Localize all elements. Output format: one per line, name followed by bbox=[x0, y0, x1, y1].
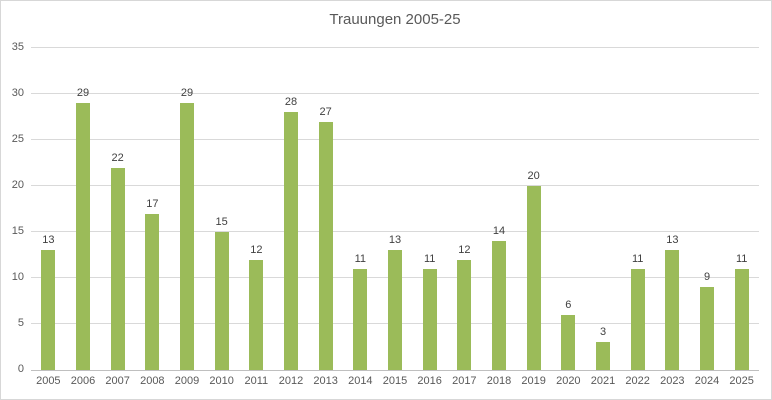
x-tick-label-2012: 2012 bbox=[278, 375, 304, 387]
gridline-15 bbox=[31, 231, 759, 232]
y-tick-label-15: 15 bbox=[11, 225, 24, 237]
data-label-2016: 11 bbox=[423, 252, 436, 265]
bar-2012 bbox=[284, 112, 298, 370]
x-tick-label-2011: 2011 bbox=[244, 375, 269, 387]
y-tick-label-35: 35 bbox=[11, 41, 24, 53]
data-label-2005: 13 bbox=[42, 234, 55, 247]
x-tick-label-2023: 2023 bbox=[660, 375, 685, 387]
data-label-2006: 29 bbox=[76, 87, 90, 100]
data-label-2014: 11 bbox=[354, 252, 367, 265]
gridline-25 bbox=[31, 139, 759, 140]
x-tick-label-2016: 2016 bbox=[417, 375, 442, 387]
x-tick-label-2008: 2008 bbox=[140, 375, 165, 387]
bar-2006 bbox=[76, 103, 90, 370]
data-label-2018: 14 bbox=[492, 225, 506, 238]
bar-2015 bbox=[388, 250, 402, 370]
data-label-2017: 12 bbox=[458, 243, 471, 256]
x-axis: 2005 2006 2007 2008 2009 2010 2011 2012 2013 2014… bbox=[31, 375, 759, 389]
y-tick-label-0: 0 bbox=[17, 363, 24, 375]
y-tick-label-25: 25 bbox=[11, 133, 24, 145]
bar-2011 bbox=[249, 259, 264, 370]
chart-title: Trauungen 2005-25 bbox=[329, 11, 461, 28]
data-label-2024: 9 bbox=[703, 271, 711, 284]
bar-2019 bbox=[526, 186, 541, 370]
x-tick-label-2019: 2019 bbox=[521, 375, 546, 387]
bar-2009 bbox=[180, 103, 194, 370]
data-label-2008: 17 bbox=[146, 197, 159, 210]
data-label-2019: 20 bbox=[527, 170, 540, 182]
bar-2010 bbox=[214, 232, 229, 370]
bar-2007 bbox=[110, 167, 125, 370]
data-label-2011: 12 bbox=[250, 243, 263, 256]
x-tick-label-2014: 2014 bbox=[348, 375, 373, 387]
bar-2005 bbox=[41, 250, 56, 370]
y-tick-label-5: 5 bbox=[17, 317, 24, 329]
x-tick-label-2015: 2015 bbox=[382, 375, 408, 387]
bar-2025 bbox=[734, 268, 749, 370]
x-tick-label-2007: 2007 bbox=[105, 375, 130, 387]
gridline-20 bbox=[31, 185, 759, 186]
data-label-2007: 22 bbox=[111, 151, 124, 164]
data-label-2013: 27 bbox=[319, 105, 332, 118]
data-label-2021: 3 bbox=[599, 326, 607, 339]
x-tick-label-2010: 2010 bbox=[209, 375, 234, 387]
y-tick-label-30: 30 bbox=[11, 87, 24, 99]
x-tick-label-2005: 2005 bbox=[36, 375, 61, 387]
bar-2008 bbox=[145, 213, 160, 370]
x-tick-label-2017: 2017 bbox=[452, 375, 477, 387]
gridline-30 bbox=[31, 93, 759, 94]
x-tick-label-2020: 2020 bbox=[556, 375, 581, 387]
bar-2013 bbox=[318, 121, 333, 370]
x-tick-label-2021: 2021 bbox=[590, 375, 616, 387]
data-label-2022: 11 bbox=[631, 252, 644, 265]
x-tick-label-2022: 2022 bbox=[625, 375, 650, 387]
bar-2021 bbox=[596, 342, 610, 370]
data-label-2012: 28 bbox=[284, 96, 298, 109]
bar-2022 bbox=[630, 268, 645, 370]
plot-area: 13 29 22 17 29 15 12 28 27 11 13 11 12 14 20 6 3 11 13 9 11 bbox=[31, 47, 759, 371]
x-tick-label-2009: 2009 bbox=[174, 375, 200, 387]
data-label-2020: 6 bbox=[565, 298, 572, 311]
bar-2024 bbox=[700, 287, 714, 370]
data-label-2025: 11 bbox=[735, 252, 748, 265]
bar-2017 bbox=[457, 259, 472, 370]
y-axis: 0 5 10 15 20 25 30 35 bbox=[1, 41, 24, 375]
bar-2018 bbox=[492, 241, 506, 370]
bar-2016 bbox=[422, 268, 437, 370]
bar-2020 bbox=[561, 314, 576, 370]
x-tick-label-2018: 2018 bbox=[486, 375, 512, 387]
bar-2014 bbox=[353, 268, 368, 370]
x-tick-label-2024: 2024 bbox=[694, 375, 720, 387]
x-tick-label-2025: 2025 bbox=[729, 375, 754, 387]
x-tick-label-2006: 2006 bbox=[70, 375, 96, 387]
bar-2023 bbox=[665, 250, 680, 370]
y-tick-label-20: 20 bbox=[11, 179, 24, 191]
y-tick-label-10: 10 bbox=[11, 271, 24, 283]
data-label-2023: 13 bbox=[666, 234, 679, 247]
x-tick-label-2013: 2013 bbox=[313, 375, 338, 387]
data-label-2010: 15 bbox=[215, 216, 228, 228]
data-label-2009: 29 bbox=[180, 87, 194, 100]
data-label-2015: 13 bbox=[388, 234, 402, 247]
gridline-35 bbox=[31, 47, 759, 48]
